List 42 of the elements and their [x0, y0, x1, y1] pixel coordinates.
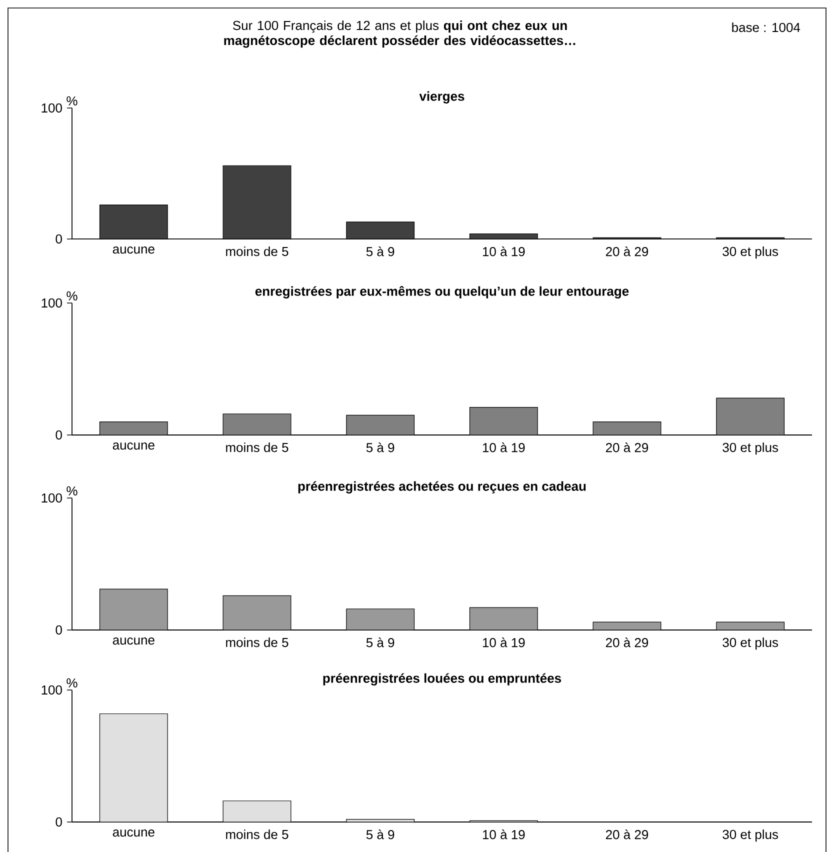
x-tick-label: aucune: [112, 830, 154, 837]
chart-title: préenregistrées achetées ou reçues en cadeau: [298, 481, 586, 494]
x-tick-label: 20 à 29: [606, 638, 648, 648]
chart-title: enregistrées par eux-mêmes ou quelqu’un de leur entourage: [255, 286, 629, 298]
x-tick-label: 5 à 9: [366, 830, 394, 840]
chart-title: préenregistrées louées ou empruntées: [323, 673, 562, 686]
x-tick-label: 20 à 29: [606, 830, 648, 840]
x-tick-label: 30 et plus: [722, 638, 778, 650]
x-tick-label: moins de 5: [226, 246, 288, 256]
y-axis-title: %: [66, 96, 78, 106]
x-tick-label: 30 et plus: [722, 830, 778, 842]
y-axis-title: %: [66, 486, 78, 496]
y-tick-label: 0: [56, 234, 62, 244]
y-axis-title: %: [66, 678, 78, 688]
x-tick-label: moins de 5: [226, 442, 288, 452]
y-tick-label: 100: [42, 103, 62, 113]
x-tick-label: 10 à 19: [482, 442, 525, 452]
y-tick-label: 100: [42, 685, 62, 695]
x-tick-label: aucune: [112, 246, 154, 254]
y-tick-label: 0: [56, 817, 62, 827]
y-tick-label: 0: [56, 430, 62, 440]
text: base : 1004: [732, 22, 800, 32]
x-tick-label: moins de 5: [226, 638, 288, 648]
chart-subtitle: vierges: [419, 91, 464, 104]
y-tick-label: 0: [56, 625, 62, 635]
x-tick-label: 10 à 19: [482, 830, 525, 840]
chart-title: Sur 100 Français de 12 ans et plus qui ont chez eux un magnétoscope déclarent posséder des vidéocassettes…: [224, 20, 576, 48]
x-tick-label: 30 et plus: [722, 442, 778, 455]
x-tick-label: aucune: [112, 638, 154, 645]
x-tick-label: 5 à 9: [366, 442, 394, 452]
x-tick-label: 30 et plus: [722, 246, 778, 259]
x-tick-label: 20 à 29: [606, 442, 648, 452]
y-axis-title: %: [66, 291, 78, 300]
y-tick-label: 100: [42, 298, 62, 308]
x-tick-label: 10 à 19: [482, 246, 525, 256]
x-tick-label: 5 à 9: [366, 638, 394, 648]
y-tick-label: 100: [42, 493, 62, 503]
x-tick-label: 5 à 9: [366, 246, 394, 256]
x-tick-label: moins de 5: [226, 830, 288, 840]
x-tick-label: 10 à 19: [482, 638, 525, 648]
x-tick-label: aucune: [112, 442, 154, 450]
x-tick-label: 20 à 29: [606, 246, 648, 256]
